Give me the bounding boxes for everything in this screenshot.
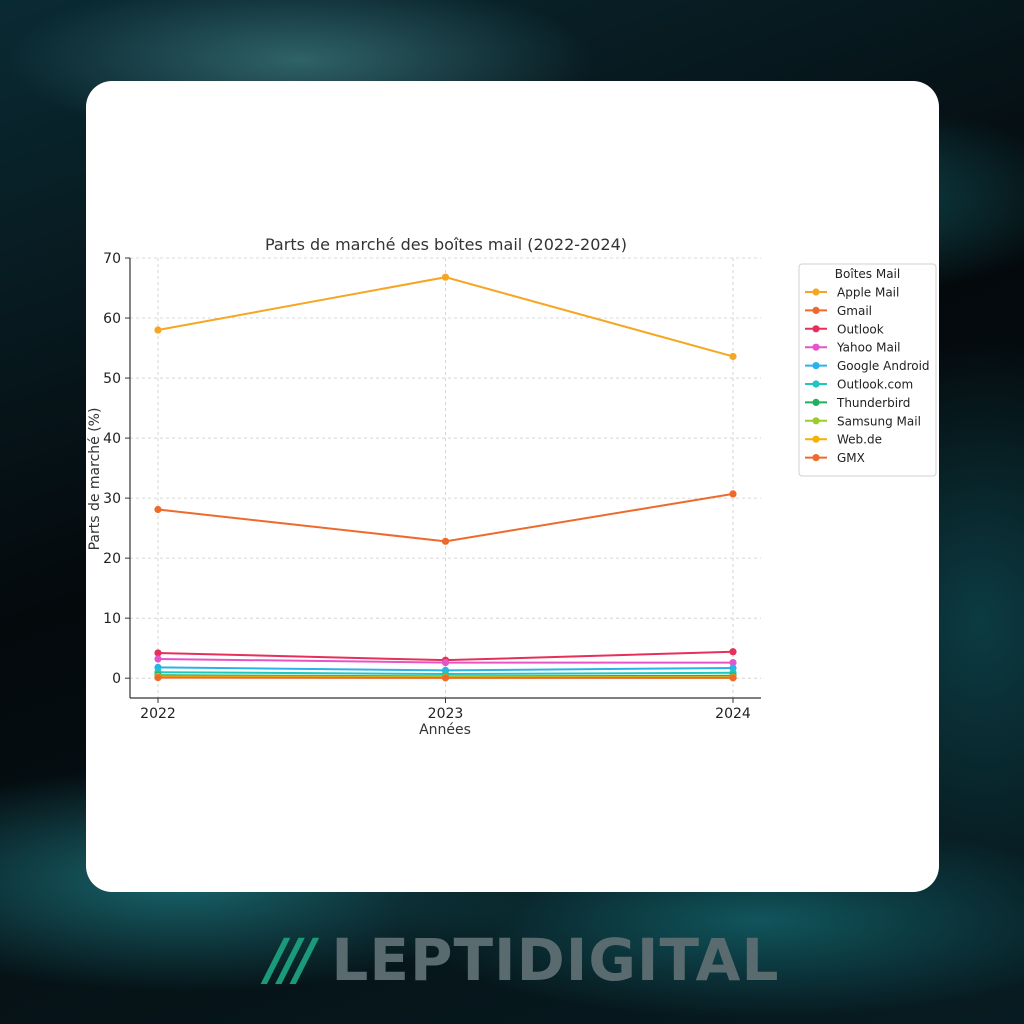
x-axis-label: Années [419,722,471,738]
data-point [729,352,737,361]
data-point [441,674,450,682]
data-point [154,505,162,514]
legend-swatch-marker [812,380,820,388]
legend-entry: Samsung Mail [837,414,921,428]
logo-slashes-icon: /// [266,927,315,993]
legend-swatch-marker [812,398,820,406]
data-point [729,658,737,667]
data-point [441,273,450,281]
grid [130,257,761,698]
data-point [154,673,162,682]
legend-entry: Outlook [837,322,884,336]
legend-swatch-marker [812,435,820,443]
legend-entry: GMX [837,451,865,465]
y-tick-label: 0 [112,671,121,687]
y-tick-label: 40 [103,431,121,447]
legend-swatch-marker [812,417,820,425]
legend-box [798,263,937,477]
chart-title: Parts de marché des boîtes mail (2022-20… [265,235,627,254]
data-point [154,326,162,334]
data-point [154,649,162,657]
y-axis-label: Parts de marché (%) [87,408,103,551]
y-tick-label: 20 [103,551,121,567]
legend-entry: Thunderbird [836,396,910,410]
data-point [154,655,162,663]
legend-swatch-marker [812,362,820,370]
legend-swatch-marker [812,306,820,314]
series-lines [154,273,737,682]
axes [125,257,761,703]
brand-logo: /// LEPTIDIGITAL [266,925,779,995]
brand-name: LEPTIDIGITAL [331,926,780,994]
legend-entry: Yahoo Mail [836,341,901,355]
legend-entry: Apple Mail [837,286,899,300]
legend-swatch-marker [812,343,820,351]
y-tick-label: 60 [103,311,121,327]
legend-entry: Outlook.com [837,378,913,392]
legend-entry: Web.de [837,433,882,447]
y-tick-label: 70 [103,251,121,267]
data-point [729,648,737,656]
data-point [729,490,737,498]
x-tick-label: 2022 [140,706,176,722]
legend-entry: Google Android [837,359,930,373]
legend-entry: Gmail [837,304,872,318]
legend: Boîtes Mail Apple Mail Gmail Outlook Yahoo M… [798,263,937,477]
y-tick-label: 50 [103,371,121,387]
data-point [441,537,450,545]
legend-title: Boîtes Mail [835,267,900,281]
data-point [441,658,450,667]
y-tick-label: 10 [103,611,121,627]
legend-swatch-marker [812,325,820,333]
x-tick-label: 2024 [715,706,751,722]
x-tick-label: 2023 [428,706,464,722]
y-tick-label: 30 [103,491,121,507]
data-point [729,674,737,682]
legend-swatch-marker [812,454,820,462]
legend-swatch-marker [812,288,820,296]
chart-card: Parts de marché des boîtes mail (2022-20… [86,81,939,892]
line-chart: Parts de marché des boîtes mail (2022-20… [87,235,937,738]
tick-labels: 0 10 20 30 40 50 60 70 2022 2023 2024 [103,251,751,722]
